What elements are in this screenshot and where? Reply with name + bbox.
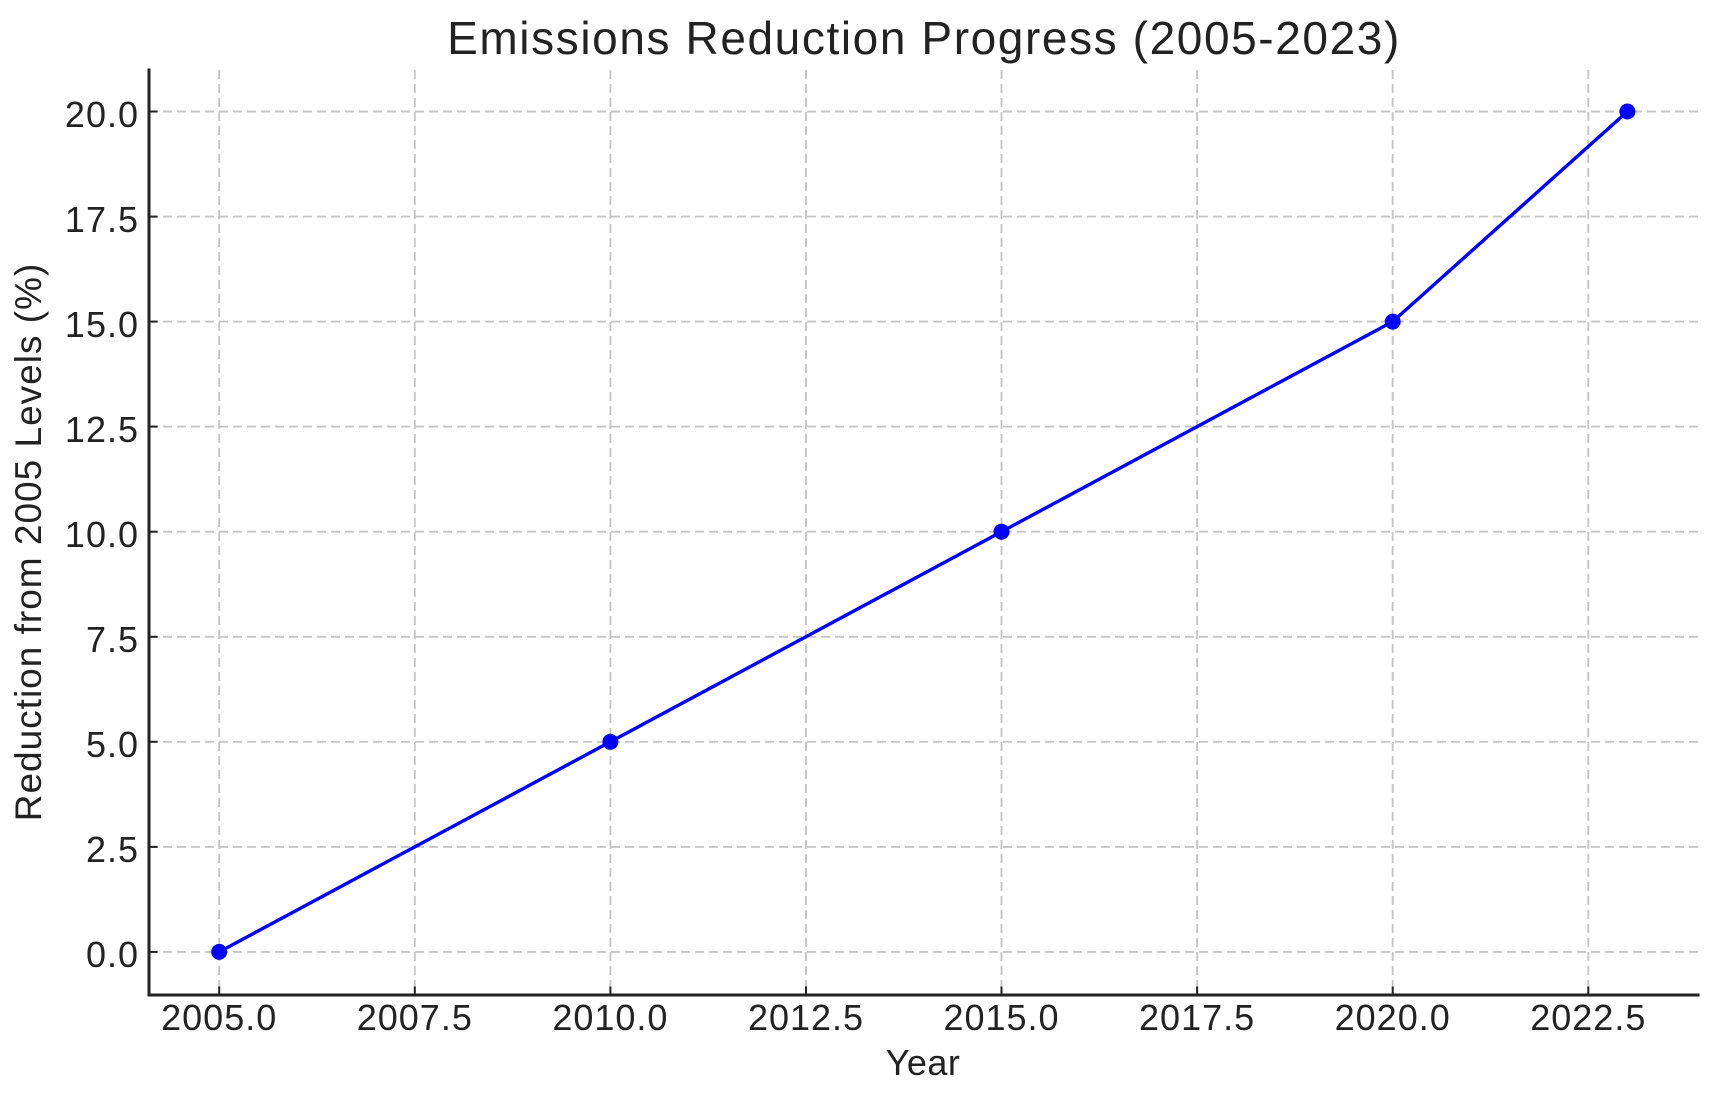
svg-text:15.0: 15.0	[65, 304, 139, 345]
svg-text:0.0: 0.0	[86, 934, 139, 975]
svg-text:2012.5: 2012.5	[748, 997, 864, 1038]
svg-text:10.0: 10.0	[65, 514, 139, 555]
svg-text:Reduction from 2005 Levels (%): Reduction from 2005 Levels (%)	[8, 263, 49, 822]
svg-text:12.5: 12.5	[65, 409, 139, 450]
svg-text:2017.5: 2017.5	[1139, 997, 1255, 1038]
svg-text:20.0: 20.0	[65, 94, 139, 135]
svg-text:5.0: 5.0	[86, 724, 139, 765]
svg-text:2015.0: 2015.0	[943, 997, 1059, 1038]
svg-text:7.5: 7.5	[86, 619, 139, 660]
svg-text:Emissions Reduction Progress (: Emissions Reduction Progress (2005-2023)	[447, 12, 1401, 64]
svg-text:2007.5: 2007.5	[357, 997, 473, 1038]
svg-text:2020.0: 2020.0	[1335, 997, 1451, 1038]
svg-text:17.5: 17.5	[65, 199, 139, 240]
svg-text:2010.0: 2010.0	[552, 997, 668, 1038]
svg-text:Year: Year	[886, 1042, 961, 1083]
svg-text:2.5: 2.5	[86, 829, 139, 870]
svg-text:2005.0: 2005.0	[161, 997, 277, 1038]
svg-text:2022.5: 2022.5	[1530, 997, 1646, 1038]
